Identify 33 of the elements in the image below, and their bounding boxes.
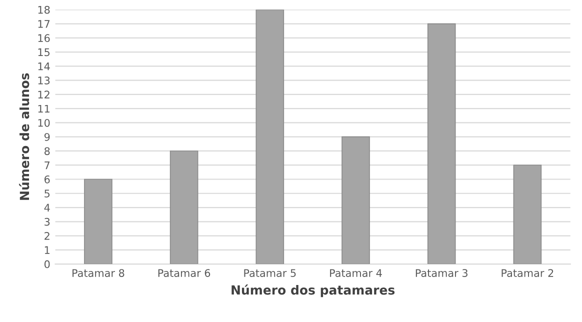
y-tick-label: 9 [44,133,50,141]
y-tick-label: 0 [44,260,50,268]
x-tick-label: Patamar 3 [416,269,468,277]
y-tick-label: 18 [38,6,50,14]
y-tick-label: 3 [44,218,50,226]
bar [84,178,112,264]
bar [513,164,542,264]
y-tick-label: 5 [44,190,50,198]
x-axis-title: Número dos patamares [232,284,395,298]
x-tick-label: Patamar 4 [330,269,382,277]
x-tick-label: Patamar 2 [502,269,554,277]
y-tick-label: 12 [38,90,50,98]
y-tick-label: 14 [38,62,50,70]
x-tick-label: Patamar 5 [244,269,296,277]
y-tick-label: 8 [44,147,50,156]
y-axis-title: Número de alunos [19,73,30,200]
y-tick-label: 6 [44,175,50,184]
bar [342,136,370,264]
y-tick-label: 15 [38,48,50,56]
y-tick-label: 7 [44,161,50,170]
bar [256,10,284,264]
x-tick-label: Patamar 6 [158,269,210,277]
bar [170,150,198,264]
y-tick-label: 1 [44,246,50,254]
y-tick-label: 10 [38,118,50,127]
bar [427,23,456,264]
y-tick-label: 4 [44,204,50,212]
y-tick-label: 13 [38,76,50,84]
y-tick-label: 2 [44,232,50,240]
y-tick-label: 11 [38,104,50,113]
x-tick-label: Patamar 8 [72,269,124,277]
y-tick-label: 17 [38,20,50,28]
y-tick-label: 16 [38,34,50,42]
